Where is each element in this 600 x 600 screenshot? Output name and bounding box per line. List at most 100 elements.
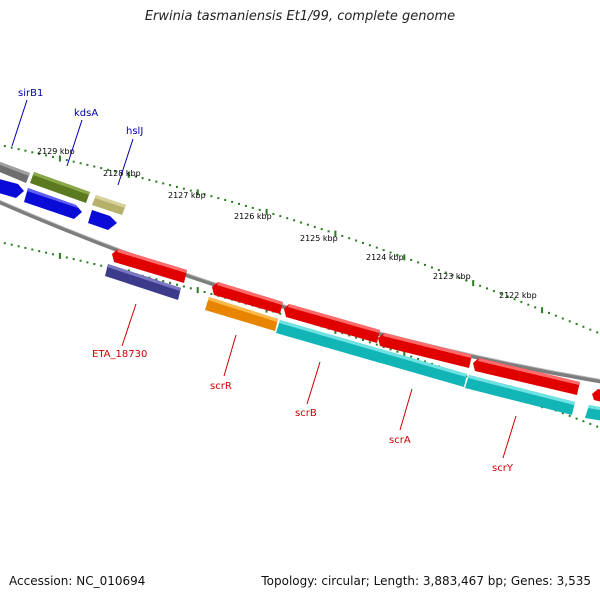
minor-tick	[362, 339, 364, 341]
gene-label-kdsA[interactable]: kdsA	[74, 108, 98, 119]
gene-feature[interactable]	[112, 249, 187, 283]
minor-tick	[410, 355, 413, 358]
minor-tick	[148, 276, 151, 279]
minor-tick	[38, 152, 41, 155]
gene-feature-hslJ[interactable]	[92, 195, 126, 215]
gene-feature-scrA[interactable]	[465, 375, 575, 415]
major-tick	[403, 254, 406, 261]
gene-feature[interactable]	[473, 358, 580, 395]
map-title: Erwinia tasmaniensis Et1/99, complete ge…	[144, 9, 456, 24]
scale-label: 2125 kbp	[300, 234, 338, 243]
forward-strand-features	[0, 161, 126, 230]
minor-tick	[155, 180, 158, 183]
gene-feature[interactable]	[88, 210, 117, 230]
minor-tick	[582, 420, 585, 423]
minor-tick	[444, 271, 447, 274]
minor-tick	[210, 195, 213, 198]
minor-tick	[424, 263, 426, 266]
minor-tick	[306, 223, 309, 226]
minor-tick	[93, 263, 96, 265]
minor-tick	[10, 146, 13, 149]
minor-tick	[396, 350, 399, 353]
gene-feature-scrB[interactable]	[276, 320, 467, 387]
minor-tick	[375, 343, 378, 346]
minor-tick	[568, 414, 571, 417]
minor-tick	[65, 256, 68, 259]
gene-feature-scrR[interactable]	[205, 297, 278, 331]
major-tick	[196, 189, 199, 196]
minor-tick	[162, 280, 165, 283]
minor-tick	[417, 358, 420, 360]
minor-tick	[382, 346, 385, 348]
gene-feature-ETA_18730[interactable]	[105, 264, 181, 300]
minor-tick	[176, 185, 178, 188]
minor-tick	[368, 341, 371, 344]
outer-tick-ring	[3, 145, 599, 334]
minor-tick	[231, 200, 234, 203]
minor-tick	[79, 162, 82, 165]
minor-tick	[17, 148, 20, 151]
minor-tick	[382, 249, 385, 252]
gene-feature[interactable]	[378, 333, 472, 368]
minor-tick	[430, 266, 433, 269]
minor-tick	[189, 189, 192, 192]
minor-tick	[465, 279, 468, 282]
minor-tick	[217, 197, 220, 200]
major-tick	[541, 307, 544, 314]
minor-tick	[589, 422, 592, 425]
minor-tick	[389, 251, 392, 254]
minor-tick	[451, 274, 454, 277]
minor-tick	[189, 287, 192, 290]
minor-tick	[155, 278, 158, 281]
gene-feature[interactable]	[284, 304, 380, 343]
gene-label-hslJ[interactable]: hslJ	[126, 126, 143, 137]
minor-tick	[424, 360, 426, 363]
minor-tick	[258, 208, 261, 211]
gene-label-scrB[interactable]: scrB	[295, 408, 317, 419]
minor-tick	[355, 239, 358, 242]
gene-label-ETA_18730[interactable]: ETA_18730	[92, 349, 147, 360]
scale-label: 2124 kbp	[366, 253, 404, 262]
minor-tick	[38, 250, 41, 253]
minor-tick	[86, 261, 89, 264]
minor-tick	[492, 290, 495, 293]
scale-label: 2127 kbp	[168, 191, 206, 200]
gene-label-scrA[interactable]: scrA	[389, 435, 411, 446]
reverse-strand-features	[105, 249, 600, 421]
major-tick	[265, 208, 268, 215]
minor-tick	[45, 251, 48, 254]
major-tick	[196, 287, 199, 294]
gene-label-scrY[interactable]: scrY	[492, 463, 514, 474]
minor-tick	[134, 175, 137, 178]
minor-tick	[362, 241, 364, 244]
minor-tick	[575, 323, 578, 325]
minor-tick	[437, 269, 440, 271]
minor-tick	[520, 300, 523, 303]
minor-tick	[327, 230, 330, 233]
genome-backbone-highlight	[0, 199, 600, 380]
minor-tick	[313, 225, 316, 228]
minor-tick	[272, 213, 275, 215]
minor-tick	[210, 292, 213, 295]
minor-tick	[182, 285, 185, 288]
minor-tick	[79, 259, 82, 262]
minor-tick	[534, 306, 537, 309]
minor-tick	[286, 217, 289, 220]
minor-tick	[368, 244, 371, 247]
minor-tick	[575, 417, 578, 420]
gene-feature[interactable]	[0, 178, 24, 198]
gene-feature[interactable]	[24, 188, 82, 219]
minor-tick	[45, 154, 48, 157]
gene-feature[interactable]	[212, 282, 283, 314]
gene-label-scrR[interactable]: scrR	[210, 381, 232, 392]
accession-label: Accession: NC_010694	[9, 574, 146, 588]
gene-feature[interactable]	[592, 389, 600, 404]
minor-tick	[513, 298, 516, 301]
minor-tick	[17, 245, 20, 248]
scale-label: 2123 kbp	[433, 272, 471, 281]
gene-feature-kdsA[interactable]	[30, 172, 90, 203]
gene-label-sirB1[interactable]: sirB1	[18, 88, 43, 99]
minor-tick	[169, 184, 172, 187]
minor-tick	[293, 219, 296, 222]
scale-label: 2129 kbp	[37, 147, 75, 156]
